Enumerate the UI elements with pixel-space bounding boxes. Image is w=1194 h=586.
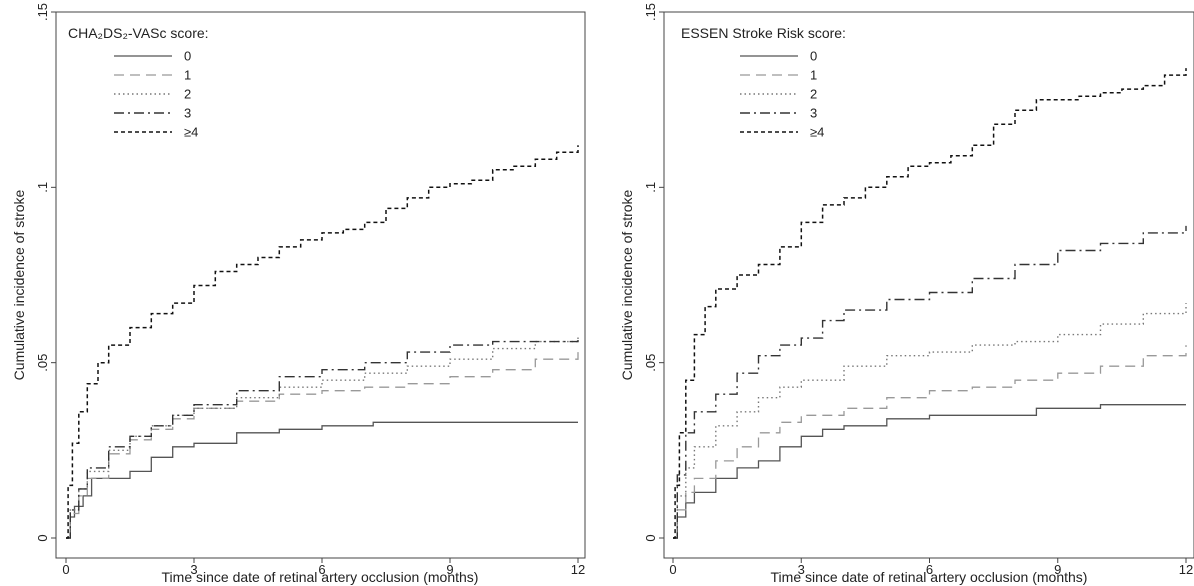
curves xyxy=(673,68,1187,539)
legend-title: CHA₂DS₂-VASc score: xyxy=(68,25,209,41)
series-line-2 xyxy=(673,303,1187,539)
legend-title: ESSEN Stroke Risk score: xyxy=(681,25,846,41)
y-tick-label: .1 xyxy=(643,182,658,193)
y-tick-label: 0 xyxy=(643,534,658,541)
legend-label: 2 xyxy=(810,87,817,102)
y-axis-title: Cumulative incidence of stroke xyxy=(619,189,635,380)
y-tick-label: .15 xyxy=(35,3,50,21)
series-line-1 xyxy=(66,352,579,539)
x-tick-label: 12 xyxy=(571,562,585,577)
legend-label: 3 xyxy=(184,106,191,121)
y-tick-label: .15 xyxy=(643,3,658,21)
y-tick-label: .05 xyxy=(643,354,658,372)
y-tick-label: .1 xyxy=(35,182,50,193)
legend-label: 1 xyxy=(184,68,191,83)
x-tick-label: 0 xyxy=(62,562,69,577)
series-line-3 xyxy=(673,225,1187,539)
x-tick-label: 6 xyxy=(318,562,325,577)
x-axis-title: Time since date of retinal artery occlus… xyxy=(162,569,479,585)
legend-label: ≥4 xyxy=(810,125,824,140)
chart-panel-cha2ds2vasc: 0 3 6 9 120.05.1.15 Time since date of retin… xyxy=(11,3,586,585)
plot-frame xyxy=(55,11,586,559)
x-tick-label: 6 xyxy=(926,562,933,577)
series-line-0 xyxy=(673,404,1186,539)
x-tick-label: 3 xyxy=(798,562,805,577)
series-line-4 xyxy=(66,145,579,539)
y-tick-label: 0 xyxy=(35,534,50,541)
legend-items: 0 1 2 3 ≥4 xyxy=(740,49,824,140)
series-line-4 xyxy=(673,68,1187,539)
legend: ESSEN Stroke Risk score: 0 1 2 3 ≥4 xyxy=(681,25,846,140)
legend-label: 1 xyxy=(810,68,817,83)
chart-panel-essen: 0 3 6 9 120.05.1.15 Time since date of retin… xyxy=(619,3,1194,585)
legend-label: 3 xyxy=(810,106,817,121)
series-line-3 xyxy=(66,338,579,539)
axis-ticks: 0 3 6 9 120.05.1.15 xyxy=(35,3,585,577)
legend-label: ≥4 xyxy=(184,125,198,140)
x-tick-label: 9 xyxy=(446,562,453,577)
axis-ticks: 0 3 6 9 120.05.1.15 xyxy=(643,3,1193,577)
legend-label: 2 xyxy=(184,87,191,102)
x-tick-label: 12 xyxy=(1179,562,1193,577)
legend: CHA₂DS₂-VASc score: 0 1 2 3 ≥4 xyxy=(68,25,209,140)
curves xyxy=(66,145,579,539)
plot-frame xyxy=(663,11,1194,559)
x-tick-label: 0 xyxy=(669,562,676,577)
legend-items: 0 1 2 3 ≥4 xyxy=(114,49,198,140)
legend-label: 0 xyxy=(810,49,817,64)
series-line-2 xyxy=(66,334,579,539)
series-line-1 xyxy=(673,345,1187,539)
series-line-0 xyxy=(66,421,578,539)
y-axis-title: Cumulative incidence of stroke xyxy=(11,189,27,380)
x-tick-label: 3 xyxy=(190,562,197,577)
y-tick-label: .05 xyxy=(35,354,50,372)
x-axis-title: Time since date of retinal artery occlus… xyxy=(771,569,1088,585)
legend-label: 0 xyxy=(184,49,191,64)
x-tick-label: 9 xyxy=(1054,562,1061,577)
